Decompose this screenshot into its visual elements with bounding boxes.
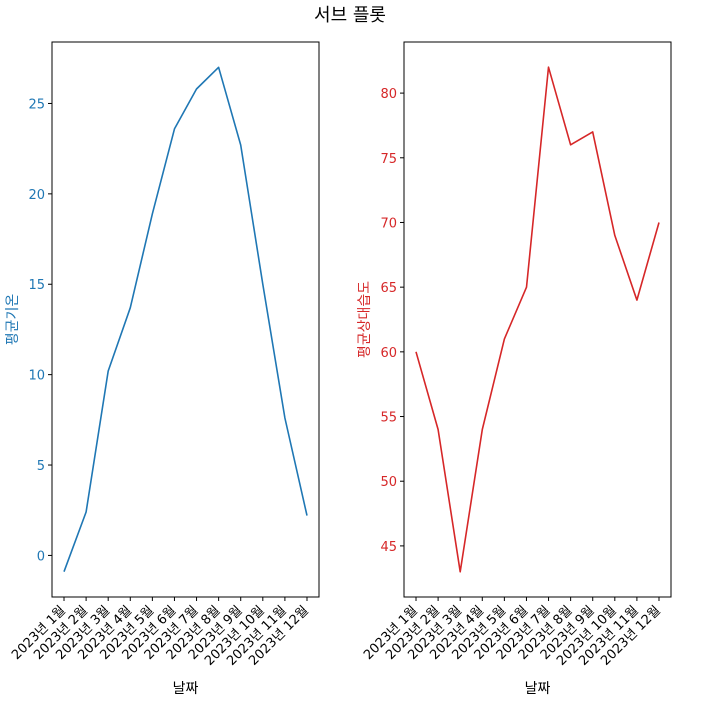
figure-title: 서브 플롯 (314, 5, 386, 26)
y-tick-label: 5 (37, 459, 45, 474)
y-tick-label: 25 (28, 97, 45, 112)
series-line (415, 66, 660, 573)
y-tick-label: 0 (37, 549, 45, 564)
x-axis-label: 날짜 (173, 681, 199, 697)
y-tick-label: 10 (28, 369, 45, 384)
y-tick-label: 50 (380, 475, 397, 490)
axes-frame (51, 41, 320, 598)
y-tick-label: 80 (380, 87, 397, 102)
axes-frame (403, 41, 672, 598)
y-tick-label: 65 (380, 281, 397, 296)
x-axis-label: 날짜 (525, 681, 551, 697)
y-axis-label: 평균상대습도 (357, 281, 373, 358)
y-tick-label: 75 (380, 152, 397, 167)
y-tick-label: 20 (28, 188, 45, 203)
y-tick-label: 55 (380, 411, 397, 426)
y-axis-label: 평균기온 (5, 294, 21, 346)
series-line (63, 66, 308, 572)
y-tick-label: 45 (380, 540, 397, 555)
y-tick-label: 60 (380, 346, 397, 361)
y-tick-label: 70 (380, 216, 397, 231)
y-tick-label: 15 (28, 278, 45, 293)
